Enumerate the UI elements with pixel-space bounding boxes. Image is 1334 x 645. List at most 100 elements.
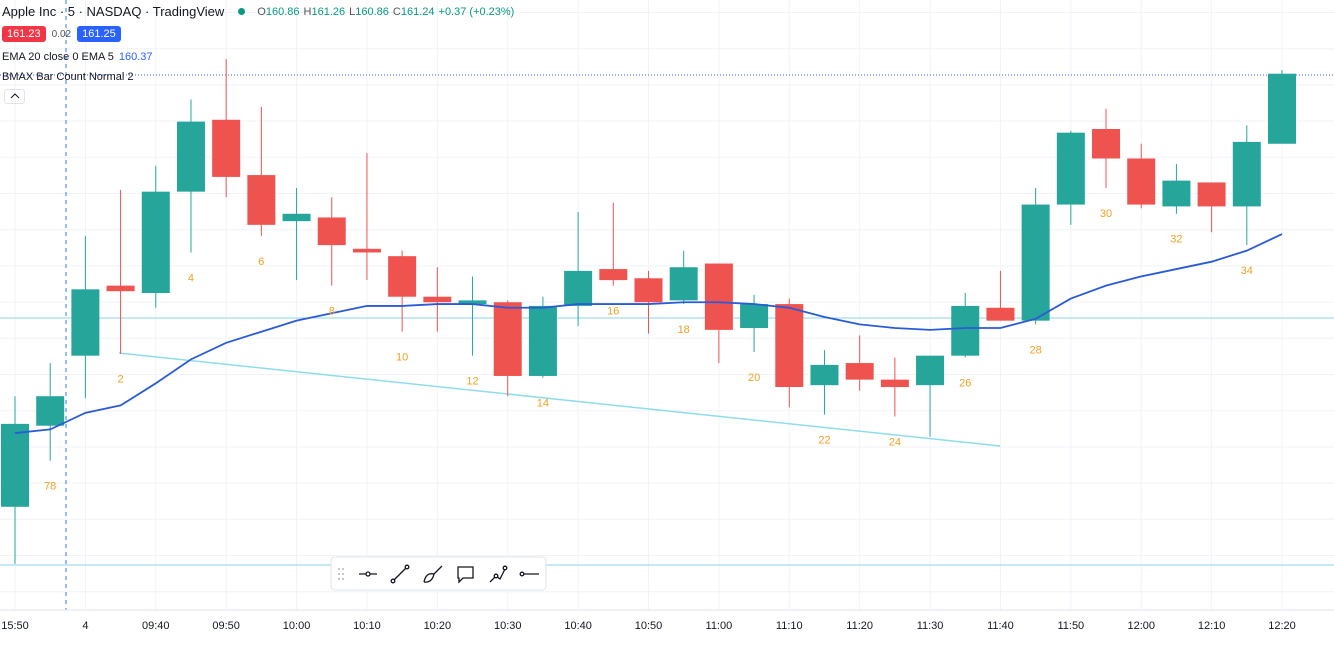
candle-body (1232, 141, 1261, 207)
ohlc-key: O (257, 5, 266, 18)
candle-body (528, 305, 557, 376)
candle-body (775, 304, 804, 388)
candle-body (1162, 180, 1191, 207)
spread: 0.02 (51, 28, 72, 40)
x-tick-label: 10:50 (635, 620, 663, 632)
candle-body (1127, 158, 1156, 205)
x-tick-label: 11:10 (776, 620, 803, 632)
grid (0, 0, 1334, 610)
candle-body (1197, 182, 1226, 207)
x-tick-label: 12:00 (1127, 620, 1155, 632)
x-tick-label: 10:30 (494, 620, 522, 632)
ohlc-value: 160.86 (265, 5, 300, 18)
candle-body (1021, 204, 1050, 321)
candle-body (106, 285, 135, 292)
candle-body (423, 296, 452, 303)
candle-body (282, 213, 311, 222)
bar-count-label: 4 (188, 272, 194, 284)
ohlc-key: L (349, 5, 356, 18)
indicator-value: 160.37 (118, 51, 153, 63)
x-tick-label: 09:40 (142, 620, 170, 632)
bar-count-label: 8 (329, 306, 335, 318)
x-tick-label: 10:00 (283, 620, 311, 632)
bar-count-label: 34 (1241, 265, 1253, 277)
chevron (10, 93, 20, 99)
candle-body (916, 355, 945, 386)
x-tick-label: 11:50 (1057, 620, 1084, 632)
x-tick-label: 11:40 (987, 620, 1014, 632)
candle-body (880, 379, 909, 388)
candle-body (36, 396, 65, 426)
ohlc: O 160.86 H 161.26 L 160.86 C 161.24 (257, 6, 438, 18)
bar-count-label: 28 (1030, 344, 1042, 356)
ohlc-value: 160.86 (355, 5, 389, 18)
candle-body (1092, 129, 1121, 159)
candle-body (493, 302, 522, 376)
study: BMAX Bar Count Normal 2 (2, 71, 134, 83)
trend-line (118, 352, 1001, 447)
bar-count-label: 20 (748, 372, 760, 384)
study-row: BMAX Bar Count Normal 2 (2, 71, 133, 83)
collapse-button[interactable] (4, 89, 25, 104)
candle-body (352, 248, 381, 253)
x-tick-label: 11:00 (706, 620, 733, 632)
bar-count-label: 32 (1170, 234, 1182, 246)
x-tick-label: 10:20 (424, 620, 452, 632)
candle-body (212, 119, 241, 177)
x-tick-label: 10:10 (353, 620, 381, 632)
bar-count-label: 24 (889, 436, 901, 448)
bar-count-label: 26 (959, 377, 971, 389)
x-tick-label: 11:20 (846, 620, 873, 632)
callout-tool[interactable] (457, 566, 474, 584)
candle-body (388, 256, 417, 297)
indicator-row: EMA 20 close 0 EMA 5 160.37 (2, 51, 153, 63)
candle-body (740, 304, 769, 329)
status-dot (238, 8, 246, 15)
trend-line-tool[interactable] (390, 564, 410, 584)
bar-count-label: 6 (258, 256, 264, 268)
candle-body (317, 217, 346, 246)
candle-body (71, 289, 100, 356)
ohlc-value: 161.24 (400, 5, 435, 18)
brush-tool[interactable] (423, 565, 443, 583)
candle-body (1, 423, 29, 507)
ema-line (14, 233, 1283, 434)
bar-count-label: 10 (396, 352, 408, 364)
x-tick-label: 10:40 (564, 620, 592, 632)
ohlc-key: C (392, 5, 401, 18)
grip (338, 568, 344, 580)
candle-body (1268, 73, 1296, 144)
ask: 161.25 (77, 26, 121, 42)
horizontal-line-tool[interactable] (519, 571, 539, 577)
symbol-row: Apple Inc · 5 · NASDAQ · TradingView O 16… (2, 4, 518, 19)
bar-count-label: 78 (44, 481, 56, 493)
candle-body (810, 364, 839, 386)
horizontal-ray-tool[interactable] (359, 571, 377, 577)
candle-body (1056, 132, 1085, 205)
indicator: EMA 20 close 0 EMA 5 (2, 51, 114, 63)
x-tick-label: 11:30 (917, 620, 944, 632)
candle-body (669, 267, 698, 301)
candle-body (247, 175, 276, 225)
candle-body (704, 263, 733, 330)
path-tool[interactable] (489, 565, 508, 583)
x-tick-label: 4 (82, 620, 88, 632)
bar-count-label: 18 (678, 324, 690, 336)
candle-body (845, 363, 874, 380)
candle-body (176, 121, 205, 192)
candle-body (951, 305, 980, 356)
bar-count-label: 22 (818, 435, 830, 447)
toolbar-bg (330, 556, 547, 591)
x-tick-label: 15:50 (1, 620, 29, 632)
change: +0.37 (+0.23%) (438, 5, 515, 18)
bar-count-label: 14 (537, 398, 549, 410)
drawing-toolbar (330, 556, 547, 591)
x-tick-label: 12:20 (1268, 620, 1296, 632)
x-tick-label: 12:10 (1198, 620, 1226, 632)
bar-count-label: 16 (607, 306, 619, 318)
bar-count-label: 30 (1100, 208, 1112, 220)
candle-body (458, 300, 487, 305)
quote-row: 161.23 0.02 161.25 (2, 26, 121, 42)
